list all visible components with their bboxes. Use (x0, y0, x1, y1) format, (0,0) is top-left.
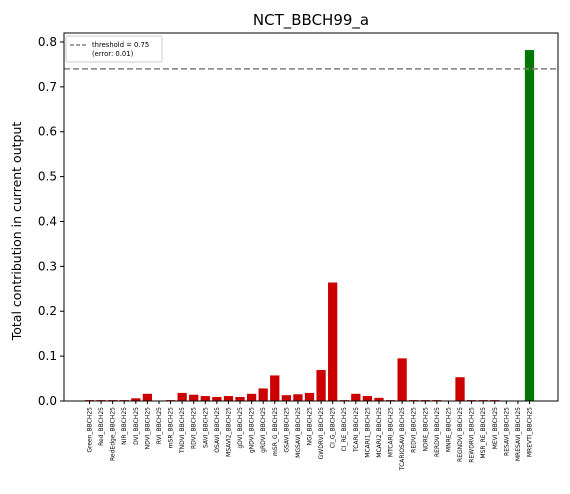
x-tick-label: mSR_G_BBCH25 (272, 407, 279, 456)
x-tick-label: TNDVI_BBCH25 (179, 407, 186, 454)
x-tick-label: Red_BBCH25 (98, 407, 105, 446)
x-tick-label: MGSAVI_BBCH25 (295, 407, 302, 458)
bar (374, 397, 384, 401)
x-tick-label: RESAVI_BBCH25 (503, 407, 510, 456)
x-tick-label: GSAVI_BBCH25 (283, 407, 290, 453)
bar (270, 375, 280, 401)
x-tick-label: SAVI_BBCH25 (202, 407, 209, 448)
bar (142, 393, 153, 401)
bar (316, 370, 326, 401)
x-tick-label: REDVI_BBCH25 (411, 407, 418, 453)
x-tick-label: gNDVI_BBCH25 (249, 407, 256, 453)
x-tick-label: CI_G_BBCH25 (330, 407, 337, 448)
bar (351, 393, 361, 401)
x-tick-label: gRDVI_BBCH25 (260, 407, 267, 453)
y-tick-label: 0.0 (38, 394, 57, 408)
x-axis-ticks: Green_BBCH25 Red_BBCH25 RedEdge_BBCH25 NIR_… (87, 401, 534, 471)
bar (223, 396, 234, 401)
bar (177, 392, 187, 401)
legend-entry-error: (error: 0.01) (92, 50, 134, 58)
x-tick-label: CI_RE_BBCH25 (341, 407, 348, 452)
bar (212, 396, 222, 401)
x-tick-label: RERDVI_BBCH25 (434, 407, 441, 457)
x-tick-label: RedEdge_BBCH25 (110, 407, 117, 461)
plot-frame (63, 32, 559, 402)
x-tick-label: MCARI1_BBCH25 (364, 407, 371, 458)
legend: threshold = 0.75 (error: 0.01) (65, 35, 163, 63)
bar (131, 398, 141, 401)
x-tick-label: REWDRVI_BBCH25 (469, 407, 476, 463)
bars (84, 50, 535, 402)
x-tick-label: gDVI_BBCH25 (237, 407, 244, 449)
y-tick-label: 0.1 (38, 349, 57, 363)
x-tick-label: MRESAVI_BBCH25 (515, 407, 522, 461)
y-axis-label: Total contribution in current output (9, 122, 24, 342)
y-tick-label: 0.3 (38, 259, 57, 273)
y-axis-ticks: 0.0 0.1 0.2 0.3 0.4 0.5 0.6 0.7 0.8 (38, 35, 64, 408)
x-tick-label: OSAVI_BBCH25 (214, 407, 221, 453)
bar (293, 394, 303, 401)
x-tick-label: TCARIOSAVI_BBCH25 (399, 407, 406, 471)
x-tick-label: NDRE_BBCH25 (422, 407, 429, 452)
bar (235, 396, 245, 401)
bar (246, 393, 257, 401)
x-tick-label: TCARI_BBCH25 (353, 407, 360, 453)
bar (258, 388, 268, 401)
x-tick-label: REGNDVI_BBCH25 (457, 407, 464, 462)
x-tick-label: MEVI_BBCH25 (492, 407, 499, 449)
bar (362, 396, 373, 401)
x-tick-label: NIR_BBCH25 (121, 407, 128, 445)
x-tick-label: MSAVI2_BBCH25 (225, 407, 232, 457)
chart-title: NCT_BBCH99_a (253, 11, 369, 30)
x-tick-label: RVI_BBCH25 (156, 407, 163, 444)
y-tick-label: 0.2 (38, 304, 57, 318)
bar (281, 395, 291, 401)
bar (397, 358, 407, 401)
x-tick-label: Green_BBCH25 (87, 407, 94, 453)
bar (328, 282, 338, 401)
legend-entry-threshold: threshold = 0.75 (92, 41, 149, 49)
y-tick-label: 0.4 (38, 214, 57, 228)
x-tick-label: NDVI_BBCH25 (144, 407, 151, 450)
x-tick-label: GWDRVI_BBCH25 (318, 407, 325, 460)
bar (524, 50, 535, 402)
y-tick-label: 0.7 (38, 80, 57, 94)
x-tick-label: MREVTI_BBCH25 (527, 407, 534, 457)
x-tick-label: mSR_BBCH25 (168, 407, 175, 448)
x-tick-label: MTCARI_BBCH25 (388, 407, 395, 457)
y-tick-label: 0.5 (38, 170, 57, 184)
x-tick-label: MCARI2_BBCH25 (376, 407, 383, 458)
y-tick-label: 0.8 (38, 35, 57, 49)
legend-box (65, 35, 163, 63)
y-tick-label: 0.6 (38, 125, 57, 139)
x-tick-label: RDVI_BBCH25 (191, 407, 198, 449)
x-tick-label: NGI_BBCH25 (307, 407, 314, 446)
bar (200, 396, 210, 401)
bar (189, 394, 199, 401)
x-tick-label: MNRE_BBCH25 (445, 407, 452, 452)
bar (455, 377, 465, 401)
x-tick-label: DVI_BBCH25 (133, 407, 140, 445)
bar (304, 392, 315, 401)
x-tick-label: MSR_RE_BBCH25 (480, 407, 487, 459)
